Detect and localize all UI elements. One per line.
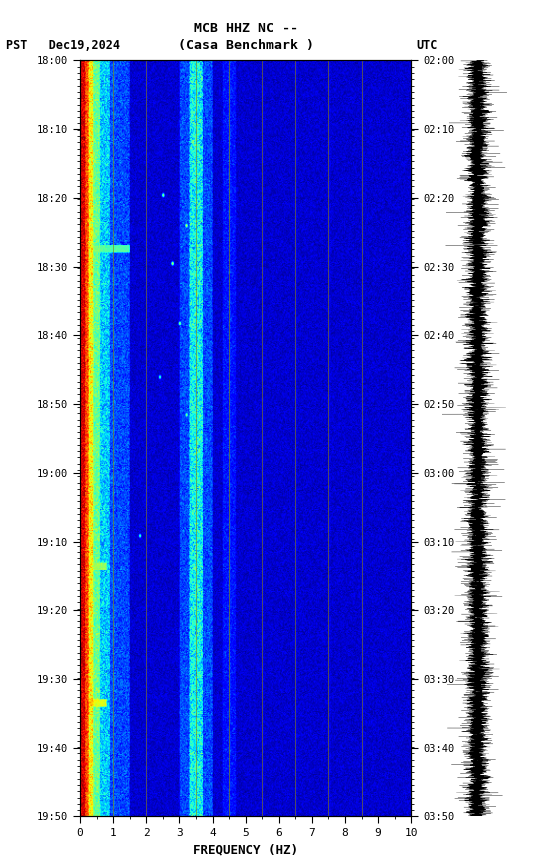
Text: (Casa Benchmark ): (Casa Benchmark ) xyxy=(178,39,314,52)
X-axis label: FREQUENCY (HZ): FREQUENCY (HZ) xyxy=(193,844,298,857)
Text: MCB HHZ NC --: MCB HHZ NC -- xyxy=(194,22,298,35)
Text: UTC: UTC xyxy=(417,39,438,52)
Text: PST   Dec19,2024: PST Dec19,2024 xyxy=(6,39,120,52)
